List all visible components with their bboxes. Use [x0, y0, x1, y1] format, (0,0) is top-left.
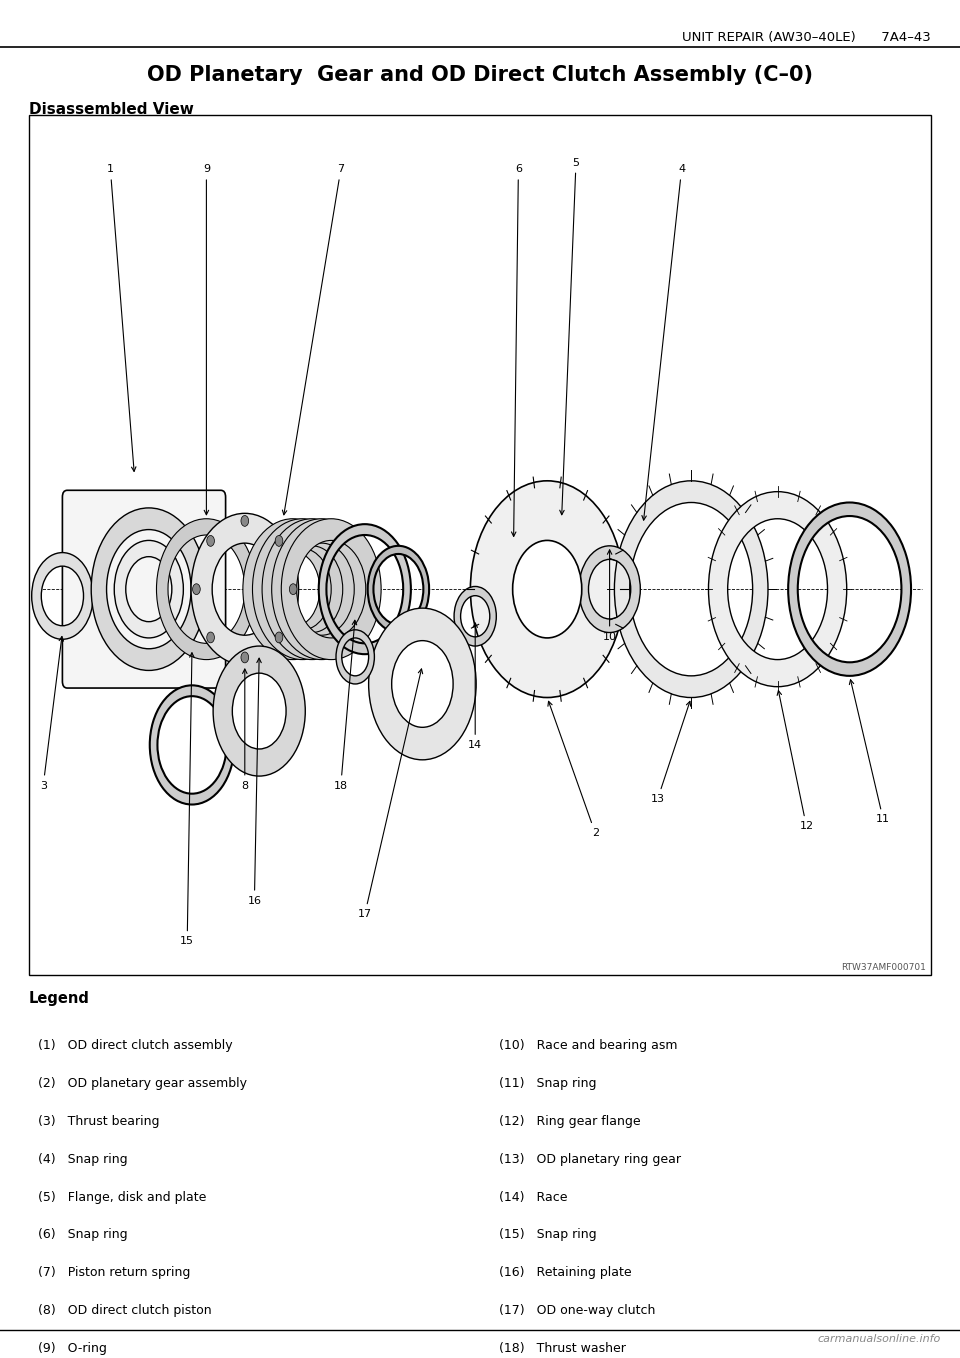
Circle shape	[206, 631, 214, 642]
Text: 9: 9	[203, 164, 210, 515]
Circle shape	[241, 652, 249, 663]
Text: Disassembled View: Disassembled View	[29, 102, 194, 117]
Text: (16)   Retaining plate: (16) Retaining plate	[499, 1267, 632, 1279]
Text: (5)   Flange, disk and plate: (5) Flange, disk and plate	[38, 1191, 206, 1203]
Text: (14)   Race: (14) Race	[499, 1191, 567, 1203]
Text: (8)   OD direct clutch piston: (8) OD direct clutch piston	[38, 1304, 212, 1317]
FancyBboxPatch shape	[29, 115, 931, 975]
Text: 10: 10	[603, 550, 616, 641]
Text: (1)   OD direct clutch assembly: (1) OD direct clutch assembly	[38, 1039, 233, 1052]
Text: 16: 16	[248, 659, 261, 906]
Text: (3)   Thrust bearing: (3) Thrust bearing	[38, 1115, 160, 1127]
Text: 3: 3	[39, 637, 63, 790]
Text: 11: 11	[850, 680, 890, 824]
Text: (17)   OD one-way clutch: (17) OD one-way clutch	[499, 1304, 656, 1317]
Text: carmanualsonline.info: carmanualsonline.info	[818, 1334, 941, 1343]
Circle shape	[193, 584, 201, 595]
Circle shape	[206, 535, 214, 546]
Circle shape	[276, 631, 283, 642]
Text: Legend: Legend	[29, 991, 89, 1006]
Text: (15)   Snap ring: (15) Snap ring	[499, 1229, 597, 1241]
Text: OD Planetary  Gear and OD Direct Clutch Assembly (C–0): OD Planetary Gear and OD Direct Clutch A…	[147, 65, 813, 86]
Text: 14: 14	[468, 623, 482, 750]
Circle shape	[513, 540, 582, 638]
Text: 5: 5	[560, 158, 580, 515]
Text: (11)   Snap ring: (11) Snap ring	[499, 1077, 597, 1089]
Text: (7)   Piston return spring: (7) Piston return spring	[38, 1267, 191, 1279]
Text: 1: 1	[107, 164, 136, 471]
Text: (9)   O-ring: (9) O-ring	[38, 1342, 108, 1355]
Text: 2: 2	[548, 701, 599, 838]
Text: (2)   OD planetary gear assembly: (2) OD planetary gear assembly	[38, 1077, 248, 1089]
Text: UNIT REPAIR (AW30–40LE)      7A4–43: UNIT REPAIR (AW30–40LE) 7A4–43	[683, 31, 931, 45]
Text: 15: 15	[180, 653, 194, 947]
Text: 13: 13	[651, 701, 690, 804]
Text: 8: 8	[241, 669, 249, 790]
Text: 7: 7	[282, 164, 345, 515]
Circle shape	[369, 608, 476, 760]
Text: (12)   Ring gear flange: (12) Ring gear flange	[499, 1115, 641, 1127]
Text: 12: 12	[778, 691, 813, 831]
FancyBboxPatch shape	[62, 490, 226, 689]
Text: (13)   OD planetary ring gear: (13) OD planetary ring gear	[499, 1153, 682, 1165]
Text: 6: 6	[512, 164, 522, 536]
Circle shape	[241, 516, 249, 527]
Circle shape	[470, 481, 624, 698]
Text: 4: 4	[642, 164, 685, 520]
Text: (18)   Thrust washer: (18) Thrust washer	[499, 1342, 626, 1355]
Text: (6)   Snap ring: (6) Snap ring	[38, 1229, 128, 1241]
Circle shape	[392, 641, 453, 728]
Circle shape	[276, 535, 283, 546]
Text: RTW37AMF000701: RTW37AMF000701	[842, 963, 926, 972]
Circle shape	[289, 584, 297, 595]
Text: 17: 17	[358, 669, 422, 919]
Text: 18: 18	[334, 621, 357, 790]
Text: (4)   Snap ring: (4) Snap ring	[38, 1153, 128, 1165]
Text: (10)   Race and bearing asm: (10) Race and bearing asm	[499, 1039, 678, 1052]
